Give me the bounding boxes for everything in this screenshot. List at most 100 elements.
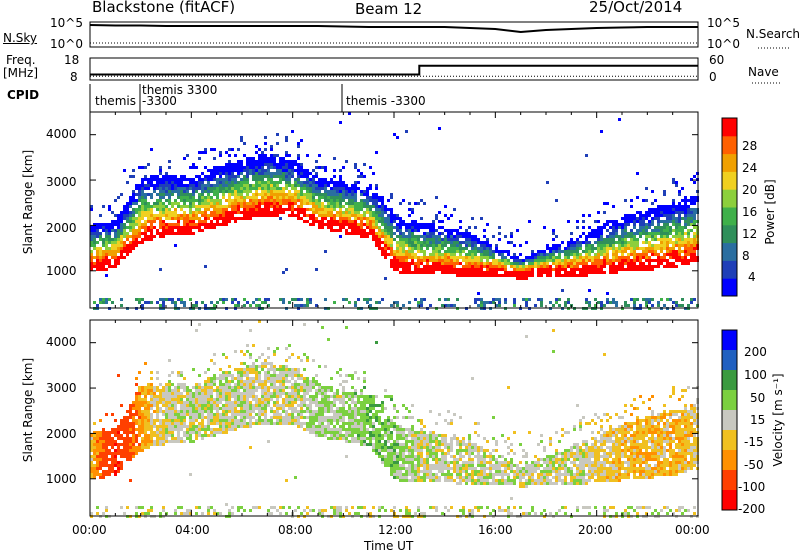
power-cell xyxy=(150,205,153,208)
power-cell xyxy=(678,241,681,244)
power-cell xyxy=(324,199,327,202)
velocity-cell xyxy=(129,458,132,461)
power-cell xyxy=(372,229,375,232)
power-cell xyxy=(240,217,243,220)
velocity-cell xyxy=(90,455,93,458)
power-cell xyxy=(243,142,246,145)
power-cell xyxy=(645,304,648,307)
power-cell xyxy=(633,220,636,223)
velocity-cell xyxy=(105,509,108,512)
velocity-cell xyxy=(228,398,231,401)
power-cell xyxy=(279,190,282,193)
velocity-cell xyxy=(162,437,165,440)
power-cell xyxy=(189,181,192,184)
velocity-cell xyxy=(210,410,213,413)
power-cell xyxy=(630,268,633,271)
power-cell xyxy=(354,190,357,193)
power-cell xyxy=(228,172,231,175)
power-cell xyxy=(252,175,255,178)
power-cell xyxy=(201,211,204,214)
power-cell xyxy=(240,187,243,190)
power-cell xyxy=(117,229,120,232)
power-cell xyxy=(150,175,153,178)
power-cell xyxy=(399,226,402,229)
velocity-cell xyxy=(219,386,222,389)
power-cell xyxy=(225,184,228,187)
velocity-cell xyxy=(174,407,177,410)
power-cell xyxy=(651,235,654,238)
velocity-cell xyxy=(192,395,195,398)
velocity-cell xyxy=(285,401,288,404)
power-cell xyxy=(522,277,525,280)
velocity-cell xyxy=(306,392,309,395)
velocity-cell xyxy=(303,392,306,395)
power-cell xyxy=(207,202,210,205)
power-cell xyxy=(549,259,552,262)
velocity-cell xyxy=(105,464,108,467)
power-cell xyxy=(261,193,264,196)
power-cell xyxy=(681,238,684,241)
power-cell xyxy=(354,163,357,166)
velocity-cell xyxy=(132,455,135,458)
power-cell xyxy=(114,199,117,202)
velocity-cell xyxy=(282,389,285,392)
velocity-cell xyxy=(96,440,99,443)
power-cell xyxy=(318,220,321,223)
power-cell xyxy=(462,268,465,271)
power-cell xyxy=(348,199,351,202)
power-cell xyxy=(318,190,321,193)
velocity-cell xyxy=(165,395,168,398)
power-cell xyxy=(675,184,678,187)
power-cell xyxy=(462,274,465,277)
velocity-cell xyxy=(162,401,165,404)
power-cell xyxy=(624,256,627,259)
velocity-cell xyxy=(171,398,174,401)
power-cell xyxy=(600,244,603,247)
velocity-cell xyxy=(165,440,168,443)
power-cell xyxy=(240,172,243,175)
velocity-cell xyxy=(228,407,231,410)
velocity-cell xyxy=(294,380,297,383)
power-cell xyxy=(162,181,165,184)
power-cell xyxy=(408,301,411,304)
power-cell xyxy=(384,277,387,280)
power-cell xyxy=(420,235,423,238)
velocity-cell xyxy=(168,401,171,404)
velocity-cell xyxy=(177,422,180,425)
power-cell xyxy=(552,262,555,265)
power-cell xyxy=(477,304,480,307)
power-cell xyxy=(174,304,177,307)
velocity-cell xyxy=(213,404,216,407)
velocity-cell xyxy=(288,356,291,359)
power-cell xyxy=(570,241,573,244)
power-cell xyxy=(357,187,360,190)
power-cell xyxy=(579,241,582,244)
power-cell xyxy=(408,232,411,235)
power-cell xyxy=(279,208,282,211)
velocity-cell xyxy=(282,416,285,419)
velocity-cell xyxy=(195,389,198,392)
velocity-cell xyxy=(177,386,180,389)
power-cell xyxy=(684,244,687,247)
power-cell xyxy=(417,271,420,274)
power-cell xyxy=(177,202,180,205)
velocity-cell xyxy=(213,509,216,512)
velocity-cell xyxy=(141,386,144,389)
power-cell xyxy=(141,202,144,205)
power-cell xyxy=(402,199,405,202)
power-cell xyxy=(441,256,444,259)
power-cell xyxy=(102,298,105,301)
power-cell xyxy=(246,196,249,199)
power-cell xyxy=(192,205,195,208)
power-cell xyxy=(255,193,258,196)
velocity-cell xyxy=(135,440,138,443)
velocity-cell xyxy=(126,437,129,440)
velocity-cell xyxy=(171,404,174,407)
velocity-cell xyxy=(195,392,198,395)
power-cell xyxy=(402,304,405,307)
velocity-cell xyxy=(252,377,255,380)
power-cell xyxy=(330,205,333,208)
power-cell xyxy=(324,193,327,196)
power-cell xyxy=(141,181,144,184)
power-cell xyxy=(288,193,291,196)
